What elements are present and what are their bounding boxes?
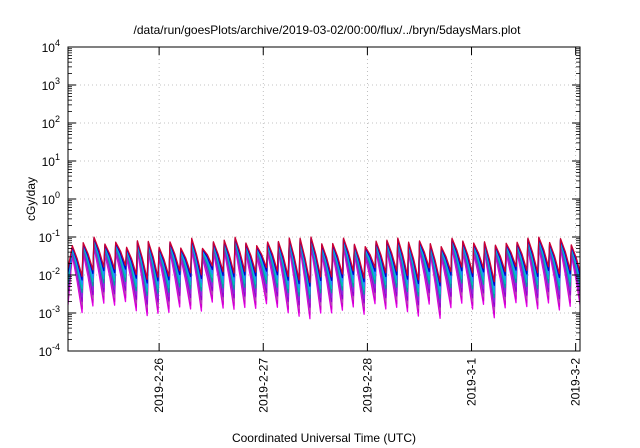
series-line: [68, 238, 580, 291]
y-tick-label: 100: [42, 190, 60, 207]
y-tick-label: 10-4: [39, 342, 60, 359]
series-line: [68, 239, 580, 295]
y-tick-label: 10-3: [39, 304, 60, 321]
chart-title: /data/run/goesPlots/archive/2019-03-02/0…: [134, 23, 522, 37]
x-tick-label: 2019-3-1: [465, 358, 479, 406]
series-line: [68, 243, 580, 312]
x-tick-label: 2019-2-26: [152, 358, 166, 413]
series-line: [68, 237, 580, 287]
x-tick-label: 2019-3-2: [569, 358, 583, 406]
series-line: [68, 242, 580, 308]
series-layer: [68, 236, 580, 320]
x-tick-label: 2019-2-28: [360, 358, 374, 413]
series-line: [68, 244, 580, 316]
axes: 10-4 10-3 10-2 10-1 100 101 102 103 104 2019-2-26…: [39, 38, 583, 413]
series-line: [68, 246, 580, 320]
series-line: [68, 236, 580, 284]
y-tick-label: 10-2: [39, 266, 60, 283]
series-line: [68, 241, 580, 304]
x-axis-label: Coordinated Universal Time (UTC): [232, 431, 416, 445]
y-tick-label: 102: [42, 114, 60, 131]
y-tick-label: 10-1: [39, 228, 60, 245]
y-tick-label: 103: [42, 76, 60, 93]
y-axis-label: cGy/day: [24, 177, 38, 221]
x-tick-label: 2019-2-27: [256, 358, 270, 413]
y-tick-label: 104: [42, 38, 60, 55]
series-line: [68, 240, 580, 300]
y-tick-label: 101: [42, 152, 60, 169]
